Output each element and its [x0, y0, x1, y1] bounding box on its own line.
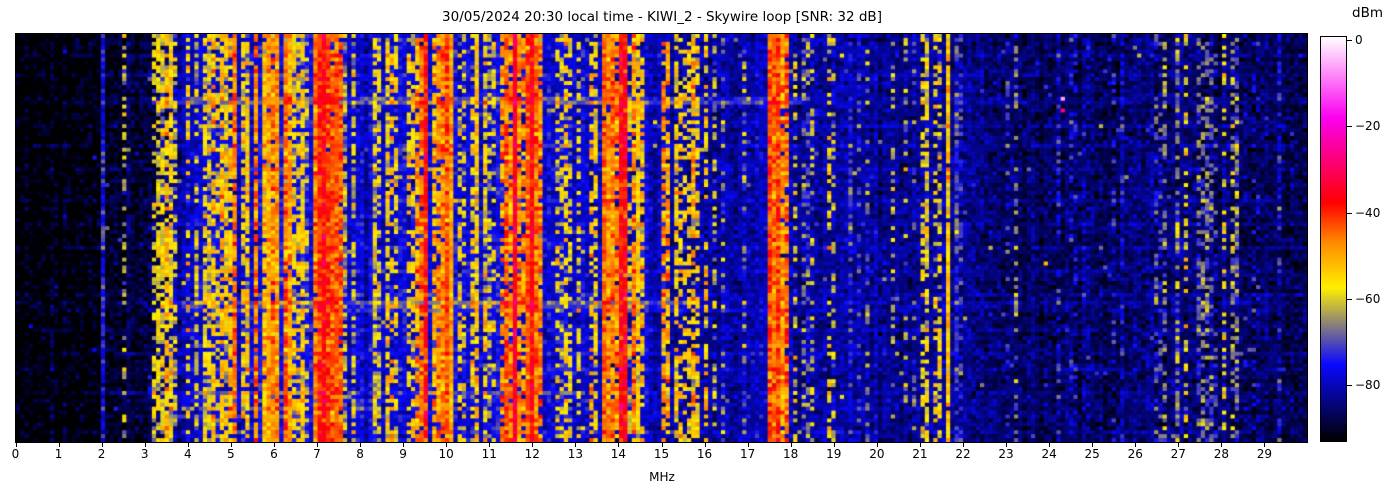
x-tick-label: 2: [97, 447, 106, 461]
x-tick-label: 19: [826, 447, 842, 461]
x-tick-label: 15: [653, 447, 670, 461]
colorbar-tick-mark: [1347, 384, 1352, 386]
x-tick-mark: [58, 443, 60, 447]
x-tick-mark: [230, 443, 232, 447]
spectrogram-canvas: [16, 34, 1307, 442]
x-tick-label: 12: [524, 447, 540, 461]
x-tick-label: 23: [998, 447, 1014, 461]
x-tick-label: 3: [140, 447, 149, 461]
x-tick-mark: [704, 443, 706, 447]
x-tick-mark: [532, 443, 534, 447]
x-tick-mark: [187, 443, 189, 447]
x-tick-label: 14: [610, 447, 627, 461]
x-tick-mark: [876, 443, 878, 447]
x-tick-label: 25: [1084, 447, 1100, 461]
colorbar-tick-mark: [1347, 40, 1352, 42]
x-tick-mark: [919, 443, 921, 447]
x-tick-mark: [790, 443, 792, 447]
x-tick-mark: [144, 443, 146, 447]
x-tick-mark: [833, 443, 835, 447]
colorbar-tick-label: −20: [1355, 119, 1381, 134]
x-tick-mark: [1221, 443, 1223, 447]
x-tick-mark: [273, 443, 275, 447]
x-tick-label: 24: [1041, 447, 1057, 461]
colorbar-tick-mark: [1347, 212, 1352, 214]
x-tick-label: 18: [783, 447, 799, 461]
x-tick-mark: [1092, 443, 1094, 447]
x-tick-mark: [618, 443, 620, 447]
x-tick-label: 6: [270, 447, 278, 461]
x-tick-mark: [316, 443, 318, 447]
x-tick-mark: [962, 443, 964, 447]
colorbar-tick-label: −60: [1355, 291, 1381, 306]
x-tick-mark: [403, 443, 405, 447]
x-tick-label: 8: [356, 447, 364, 461]
x-tick-mark: [747, 443, 749, 447]
spectrogram-plot-area: [15, 33, 1308, 443]
x-tick-mark: [489, 443, 491, 447]
x-tick-mark: [446, 443, 448, 447]
x-tick-mark: [575, 443, 577, 447]
x-tick-mark: [101, 443, 103, 447]
x-tick-mark: [1264, 443, 1266, 447]
x-tick-label: 28: [1213, 447, 1229, 461]
x-tick-label: 10: [438, 447, 454, 461]
x-tick-label: 17: [739, 447, 756, 461]
x-tick-label: 7: [313, 447, 321, 461]
x-tick-label: 29: [1256, 447, 1273, 461]
colorbar-tick-mark: [1347, 298, 1352, 300]
x-tick-mark: [1006, 443, 1008, 447]
colorbar: [1320, 36, 1347, 442]
x-axis-label: MHz: [649, 470, 675, 484]
x-tick-label: 0: [11, 447, 20, 461]
x-tick-label: 16: [696, 447, 713, 461]
x-tick-mark: [360, 443, 362, 447]
x-tick-mark: [15, 443, 17, 447]
chart-title: 30/05/2024 20:30 local time - KIWI_2 - S…: [442, 9, 882, 25]
x-tick-label: 11: [481, 447, 497, 461]
x-tick-mark: [661, 443, 663, 447]
x-tick-label: 5: [227, 447, 235, 461]
colorbar-unit-label: dBm: [1352, 5, 1383, 21]
colorbar-tick-label: 0: [1355, 33, 1363, 48]
x-tick-label: 4: [183, 447, 192, 461]
x-tick-label: 21: [912, 447, 928, 461]
x-tick-mark: [1135, 443, 1137, 447]
x-tick-mark: [1178, 443, 1180, 447]
x-tick-label: 9: [399, 447, 407, 461]
x-tick-mark: [1049, 443, 1051, 447]
x-tick-label: 13: [567, 447, 583, 461]
x-tick-label: 26: [1127, 447, 1143, 461]
x-tick-label: 20: [869, 447, 885, 461]
x-tick-label: 27: [1170, 447, 1186, 461]
x-tick-label: 22: [955, 447, 971, 461]
colorbar-tick-label: −40: [1355, 205, 1381, 220]
colorbar-tick-mark: [1347, 126, 1352, 128]
x-tick-label: 1: [54, 447, 63, 461]
colorbar-tick-label: −80: [1355, 377, 1381, 392]
